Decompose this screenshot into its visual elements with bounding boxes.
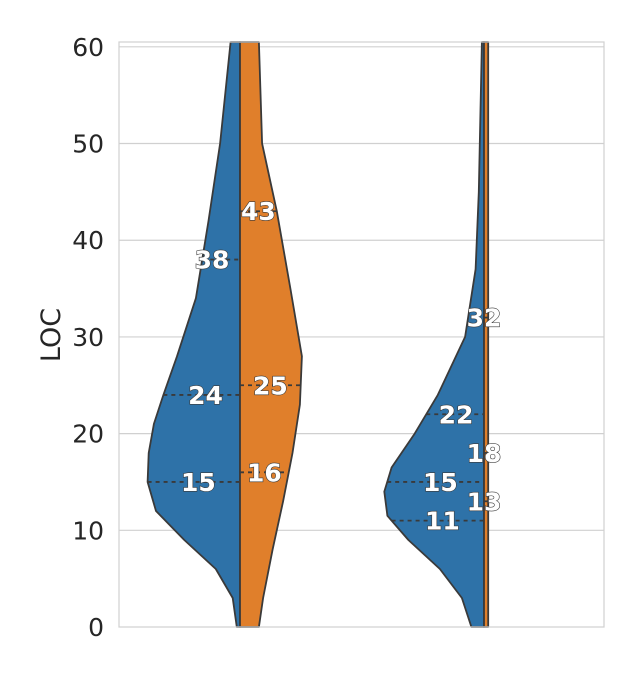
y-tick-label: 20 xyxy=(72,420,104,449)
quartile-labels: 15 24 38 16 25 43 11 15 22 13 18 32 xyxy=(180,197,502,537)
quartile-label-right: 13 xyxy=(467,487,502,516)
plot-frame xyxy=(118,41,605,628)
quartile-label-right: 25 xyxy=(253,371,288,400)
quartile-label-left: 24 xyxy=(188,381,223,410)
quartile-label-left: 38 xyxy=(195,246,230,275)
quartile-label-right: 18 xyxy=(467,439,502,468)
y-tick-label: 10 xyxy=(72,516,104,545)
quartile-label-left: 22 xyxy=(439,400,474,429)
y-tick-label: 30 xyxy=(72,323,104,352)
quartile-lines xyxy=(147,210,489,522)
violin-right-group-2 xyxy=(483,41,490,628)
y-tick-label: 0 xyxy=(88,613,104,642)
quartile-label-right: 16 xyxy=(247,458,282,487)
y-axis-title: LOC xyxy=(36,308,67,362)
quartile-label-left: 15 xyxy=(423,468,458,497)
violin-left-group-1 xyxy=(146,41,241,628)
quartile-label-left: 11 xyxy=(425,507,460,536)
y-tick-label: 40 xyxy=(72,226,104,255)
quartile-label-left: 15 xyxy=(181,468,216,497)
quartile-label-right: 32 xyxy=(467,304,502,333)
quartile-label-right: 43 xyxy=(241,197,276,226)
violin-right-group-1 xyxy=(239,41,303,628)
y-tick-label: 60 xyxy=(72,33,104,62)
y-tick-labels: 0 10 20 30 40 50 60 xyxy=(72,33,104,642)
violin-left-group-2 xyxy=(383,41,485,628)
violins xyxy=(146,41,490,628)
y-tick-label: 50 xyxy=(72,130,104,159)
